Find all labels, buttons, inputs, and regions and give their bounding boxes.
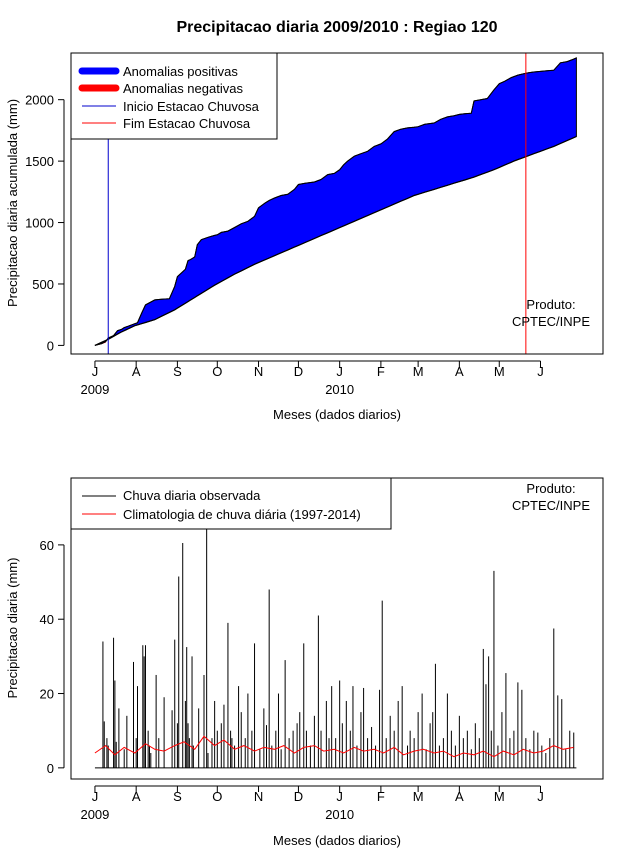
- x-tick-label-daily: J: [92, 789, 99, 804]
- y-tick-label-accumulated: 500: [32, 277, 54, 292]
- legend-label-negative: Anomalias negativas: [123, 81, 243, 96]
- year-label-daily: 2009: [80, 807, 109, 822]
- climatology-line-layer: [94, 735, 574, 758]
- legend-label-observed: Chuva diaria observada: [123, 488, 261, 503]
- x-axis-daily: J A S O N D J F M A M J 2009 2010: [80, 785, 544, 822]
- legend-box: [70, 477, 392, 530]
- y-axis-label-accumulated: Precipitacao diaria acumulada (mm): [5, 99, 20, 307]
- legend-label-positive: Anomalias positivas: [123, 64, 238, 79]
- year-label-daily: 2010: [325, 807, 354, 822]
- x-tick-label-accumulated: N: [254, 364, 263, 379]
- y-tick-label-accumulated: 1000: [25, 216, 54, 231]
- x-tick-label-accumulated: J: [537, 364, 544, 379]
- y-axis-label-daily: Precipitacao diaria (mm): [5, 558, 20, 699]
- legend-label-end: Fim Estacao Chuvosa: [123, 116, 251, 131]
- y-tick-label-daily: 20: [40, 687, 54, 702]
- x-axis-label-accumulated: Meses (dados diarios): [273, 407, 401, 422]
- anomaly-area-layer: [94, 57, 577, 346]
- y-tick-label-daily: 60: [40, 538, 54, 553]
- x-tick-label-accumulated: A: [132, 364, 141, 379]
- x-tick-label-accumulated: J: [92, 364, 99, 379]
- product-label-accumulated: Produto:: [526, 297, 575, 312]
- legend-label-start: Inicio Estacao Chuvosa: [123, 99, 260, 114]
- y-axis-accumulated: 0 500 1000 1500 2000: [25, 93, 65, 353]
- climatology-accumulated-line: [94, 135, 577, 346]
- y-tick-label-daily: 40: [40, 612, 54, 627]
- x-tick-label-accumulated: D: [294, 364, 303, 379]
- x-tick-label-accumulated: O: [212, 364, 222, 379]
- plot-frame-accumulated: [70, 52, 604, 355]
- y-tick-label-accumulated: 0: [47, 338, 54, 353]
- x-tick-label-accumulated: J: [336, 364, 343, 379]
- product-label-daily: Produto:: [526, 481, 575, 496]
- x-tick-label-daily: A: [132, 789, 141, 804]
- observed-accumulated-line: [94, 57, 577, 346]
- legend-accumulated: Anomalias positivas Anomalias negativas …: [70, 52, 278, 140]
- x-tick-label-daily: J: [537, 789, 544, 804]
- climatology-daily-line: [94, 735, 574, 758]
- daily-panel: 0 20 40 60 J A S O N D J F M A M J 2009 2010 Precipitaca…: [5, 477, 604, 848]
- y-tick-label-accumulated: 1500: [25, 154, 54, 169]
- x-tick-label-accumulated: F: [377, 364, 385, 379]
- observed-bars-layer: [94, 489, 577, 769]
- product-source-daily: CPTEC/INPE: [512, 498, 590, 513]
- x-tick-label-daily: D: [294, 789, 303, 804]
- x-axis-label-daily: Meses (dados diarios): [273, 833, 401, 848]
- x-tick-label-daily: M: [413, 789, 424, 804]
- chart-title: Precipitacao diaria 2009/2010 : Regiao 1…: [176, 19, 497, 36]
- y-tick-label-daily: 0: [47, 761, 54, 776]
- product-source-accumulated: CPTEC/INPE: [512, 314, 590, 329]
- accumulated-panel: 0 500 1000 1500 2000 J A S O N D J F M A M J 2009 2010 Pr…: [5, 52, 604, 422]
- x-tick-label-accumulated: S: [173, 364, 182, 379]
- x-tick-label-daily: F: [377, 789, 385, 804]
- legend-label-climatology: Climatologia de chuva diária (1997-2014): [123, 507, 361, 522]
- x-tick-label-accumulated: A: [455, 364, 464, 379]
- x-axis-accumulated: J A S O N D J F M A M J 2009 2010: [80, 360, 544, 397]
- legend-daily: Chuva diaria observada Climatologia de c…: [70, 477, 392, 530]
- x-tick-label-daily: A: [455, 789, 464, 804]
- legend-box: [70, 52, 278, 140]
- x-tick-label-daily: N: [254, 789, 263, 804]
- x-tick-label-daily: O: [212, 789, 222, 804]
- x-tick-label-accumulated: M: [413, 364, 424, 379]
- y-tick-label-accumulated: 2000: [25, 93, 54, 108]
- y-axis-daily: 0 20 40 60: [40, 538, 65, 776]
- x-tick-label-accumulated: M: [494, 364, 505, 379]
- x-tick-label-daily: J: [336, 789, 343, 804]
- x-tick-label-daily: S: [173, 789, 182, 804]
- x-tick-label-daily: M: [494, 789, 505, 804]
- year-label-accumulated: 2009: [80, 382, 109, 397]
- year-label-accumulated: 2010: [325, 382, 354, 397]
